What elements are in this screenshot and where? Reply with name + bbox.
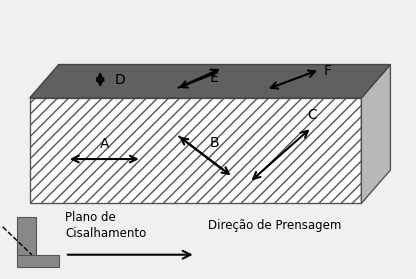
Bar	[17, 217, 36, 255]
Text: E: E	[210, 71, 219, 85]
Text: D: D	[115, 73, 126, 86]
Text: B: B	[210, 136, 220, 150]
Bar	[17, 255, 59, 267]
Text: Direção de Prensagem: Direção de Prensagem	[208, 219, 342, 232]
Text: A: A	[99, 137, 109, 151]
Polygon shape	[362, 64, 391, 203]
Polygon shape	[30, 98, 362, 203]
Text: F: F	[324, 64, 332, 78]
Polygon shape	[30, 64, 391, 98]
Text: C: C	[307, 108, 317, 122]
Text: Plano de
Cisalhamento: Plano de Cisalhamento	[65, 211, 146, 240]
